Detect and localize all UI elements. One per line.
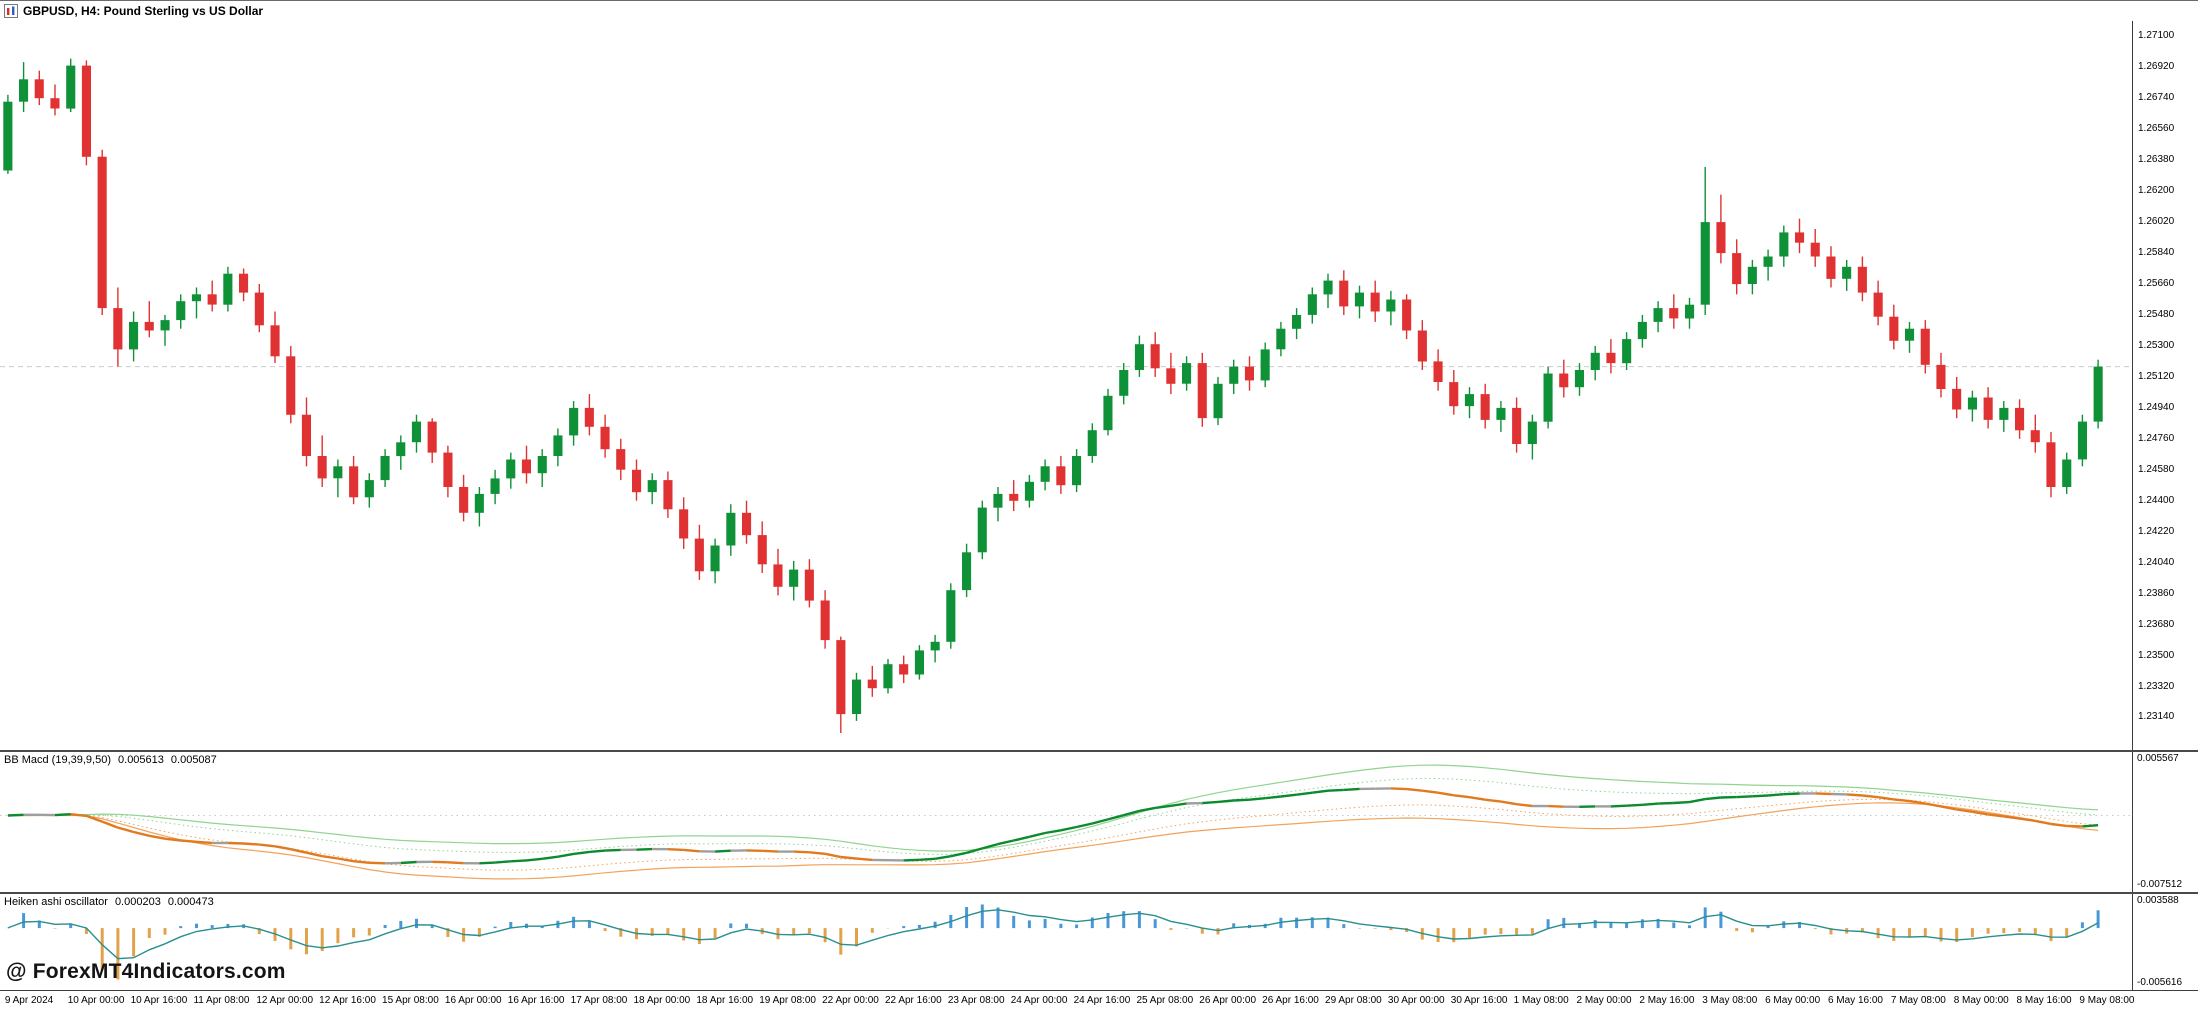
watermark: @ ForexMT4Indicators.com — [6, 960, 286, 984]
time-axis[interactable]: 9 Apr 2024 10 Apr 00:00 10 Apr 16:00 11 Apr… — [0, 990, 2198, 1025]
heiken-axis[interactable]: 0.003588 -0.005616 — [2132, 894, 2198, 990]
time-axis-label: 29 Apr 08:00 — [1325, 995, 1382, 1006]
time-axis-label: 23 Apr 08:00 — [948, 995, 1005, 1006]
bbmacd-value-2: 0.005087 — [171, 754, 217, 766]
time-axis-label: 9 May 08:00 — [2079, 995, 2134, 1006]
price-axis-label: 1.23320 — [2138, 682, 2174, 692]
time-axis-label: 24 Apr 00:00 — [1011, 995, 1068, 1006]
time-axis-label: 12 Apr 16:00 — [319, 995, 376, 1006]
price-axis-label: 1.26560 — [2138, 124, 2174, 134]
price-axis-label: 1.23680 — [2138, 620, 2174, 630]
time-axis-label: 22 Apr 16:00 — [885, 995, 942, 1006]
candlestick-canvas — [0, 21, 2132, 750]
heiken-label: Heiken ashi oscillator 0.000203 0.000473 — [4, 896, 214, 908]
price-axis-label: 1.24220 — [2138, 527, 2174, 537]
bbmacd-axis-max: 0.005567 — [2137, 754, 2179, 764]
candlestick-chart[interactable] — [0, 21, 2132, 750]
heiken-panel: Heiken ashi oscillator 0.000203 0.000473… — [0, 894, 2198, 990]
time-axis-label: 1 May 08:00 — [1514, 995, 1569, 1006]
heiken-value-1: 0.000203 — [115, 896, 161, 908]
price-axis-label: 1.26020 — [2138, 217, 2174, 227]
time-axis-label: 6 May 00:00 — [1765, 995, 1820, 1006]
heiken-value-2: 0.000473 — [168, 896, 214, 908]
heiken-canvas — [0, 894, 2132, 990]
heiken-axis-min: -0.005616 — [2137, 978, 2182, 988]
time-axis-label: 12 Apr 00:00 — [256, 995, 313, 1006]
bbmacd-panel: BB Macd (19,39,9,50) 0.005613 0.005087 0… — [0, 752, 2198, 892]
price-axis-label: 1.23500 — [2138, 651, 2174, 661]
chart-title: GBPUSD, H4: Pound Sterling vs US Dollar — [23, 4, 263, 18]
time-axis-label: 10 Apr 00:00 — [68, 995, 125, 1006]
bbmacd-axis[interactable]: 0.005567 -0.007512 — [2132, 752, 2198, 892]
price-axis-label: 1.24940 — [2138, 403, 2174, 413]
time-axis-label: 26 Apr 00:00 — [1199, 995, 1256, 1006]
price-axis-label: 1.26920 — [2138, 62, 2174, 72]
time-axis-label: 8 May 16:00 — [2017, 995, 2072, 1006]
time-axis-label: 26 Apr 16:00 — [1262, 995, 1319, 1006]
bbmacd-canvas — [0, 752, 2132, 892]
price-axis-label: 1.23140 — [2138, 712, 2174, 722]
time-axis-label: 24 Apr 16:00 — [1074, 995, 1131, 1006]
price-axis-label: 1.26740 — [2138, 93, 2174, 103]
time-axis-label: 2 May 00:00 — [1577, 995, 1632, 1006]
time-axis-label: 11 Apr 08:00 — [193, 995, 249, 1006]
price-axis-label: 1.24040 — [2138, 558, 2174, 568]
price-axis-label: 1.25840 — [2138, 248, 2174, 258]
time-axis-label: 3 May 08:00 — [1702, 995, 1757, 1006]
heiken-axis-max: 0.003588 — [2137, 896, 2179, 906]
time-axis-label: 18 Apr 16:00 — [696, 995, 753, 1006]
price-axis-label: 1.26200 — [2138, 186, 2174, 196]
time-axis-label: 16 Apr 16:00 — [508, 995, 565, 1006]
price-axis-label: 1.27100 — [2138, 31, 2174, 41]
price-axis-label: 1.23860 — [2138, 589, 2174, 599]
price-axis-label: 1.25300 — [2138, 341, 2174, 351]
time-axis-label: 17 Apr 08:00 — [571, 995, 628, 1006]
bbmacd-value-1: 0.005613 — [118, 754, 164, 766]
time-axis-label: 22 Apr 00:00 — [822, 995, 879, 1006]
bbmacd-axis-min: -0.007512 — [2137, 880, 2182, 890]
time-axis-label: 15 Apr 08:00 — [382, 995, 439, 1006]
time-axis-label: 19 Apr 08:00 — [759, 995, 816, 1006]
time-axis-label: 30 Apr 16:00 — [1451, 995, 1508, 1006]
time-axis-label: 7 May 08:00 — [1891, 995, 1946, 1006]
price-axis-label: 1.26380 — [2138, 155, 2174, 165]
price-axis-label: 1.25480 — [2138, 310, 2174, 320]
chart-window-icon — [4, 4, 18, 18]
main-chart-panel: 1.27100 1.26920 1.26740 1.26560 1.26380 1.262… — [0, 21, 2198, 750]
time-axis-label: 8 May 00:00 — [1954, 995, 2009, 1006]
time-axis-label: 9 Apr 2024 — [5, 995, 53, 1006]
heiken-chart[interactable]: Heiken ashi oscillator 0.000203 0.000473 — [0, 894, 2132, 990]
price-axis-label: 1.24760 — [2138, 434, 2174, 444]
price-axis-label: 1.24400 — [2138, 496, 2174, 506]
chart-title-bar[interactable]: GBPUSD, H4: Pound Sterling vs US Dollar — [0, 1, 2198, 21]
time-axis-label: 6 May 16:00 — [1828, 995, 1883, 1006]
time-axis-label: 10 Apr 16:00 — [131, 995, 188, 1006]
price-axis-label: 1.25120 — [2138, 372, 2174, 382]
bbmacd-label: BB Macd (19,39,9,50) 0.005613 0.005087 — [4, 754, 217, 766]
bbmacd-name: BB Macd (19,39,9,50) — [4, 754, 111, 766]
time-axis-label: 30 Apr 00:00 — [1388, 995, 1445, 1006]
time-axis-label: 25 Apr 08:00 — [1136, 995, 1193, 1006]
price-axis-label: 1.25660 — [2138, 279, 2174, 289]
heiken-name: Heiken ashi oscillator — [4, 896, 108, 908]
bbmacd-chart[interactable]: BB Macd (19,39,9,50) 0.005613 0.005087 — [0, 752, 2132, 892]
time-axis-label: 16 Apr 00:00 — [445, 995, 502, 1006]
time-axis-label: 2 May 16:00 — [1639, 995, 1694, 1006]
price-axis-label: 1.24580 — [2138, 465, 2174, 475]
price-axis[interactable]: 1.27100 1.26920 1.26740 1.26560 1.26380 1.262… — [2132, 21, 2198, 750]
time-axis-label: 18 Apr 00:00 — [634, 995, 691, 1006]
